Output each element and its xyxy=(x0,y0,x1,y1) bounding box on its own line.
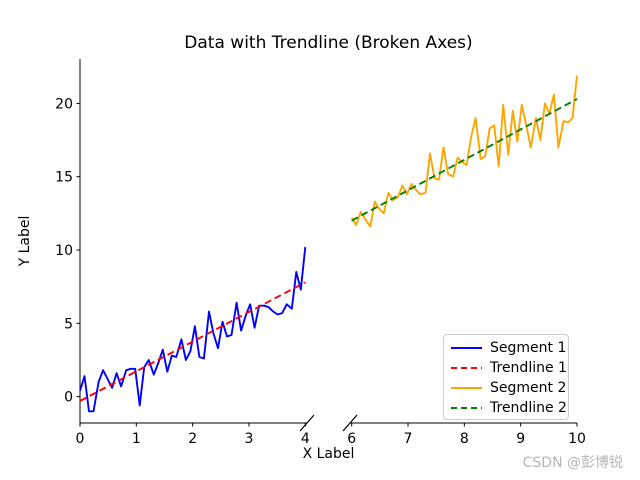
x-tick-label: 3 xyxy=(245,431,254,447)
chart-title: Data with Trendline (Broken Axes) xyxy=(184,33,473,53)
axis-break-mark-left xyxy=(299,414,315,432)
legend-item-segment2: Segment 2 xyxy=(444,378,568,398)
x-tick-label: 1 xyxy=(132,431,141,447)
legend-label: Trendline 2 xyxy=(490,400,567,416)
x-tick-label: 9 xyxy=(516,431,525,447)
segment2-line-icon xyxy=(451,387,482,389)
segment2-line xyxy=(350,75,578,228)
y-tick-label: 15 xyxy=(55,170,73,186)
y-tick-label: 0 xyxy=(64,390,73,406)
y-tick-label: 20 xyxy=(55,96,73,112)
legend-item-segment1: Segment 1 xyxy=(444,338,568,358)
watermark: CSDN @彭博锐 xyxy=(522,455,623,471)
segment1-line xyxy=(79,246,307,413)
legend-item-trendline1: Trendline 1 xyxy=(444,358,568,378)
trendline1-line xyxy=(79,281,306,402)
x-tick-label: 0 xyxy=(76,431,85,447)
legend-item-trendline2: Trendline 2 xyxy=(444,398,568,418)
x-tick-label: 7 xyxy=(404,431,413,447)
x-tick-label: 8 xyxy=(460,431,469,447)
trendline1-line-icon xyxy=(451,367,482,369)
trendline2-line xyxy=(351,98,578,222)
legend-label: Trendline 1 xyxy=(490,360,567,376)
x-tick-label: 4 xyxy=(301,431,310,447)
axis-break-mark-right xyxy=(342,414,358,432)
y-tick-label: 5 xyxy=(64,316,73,332)
legend-box: Segment 1 Trendline 1 Segment 2 Trendlin… xyxy=(443,334,569,420)
legend-label: Segment 2 xyxy=(490,380,567,396)
x-tick-label: 6 xyxy=(347,431,356,447)
legend-label: Segment 1 xyxy=(490,340,567,356)
x-tick-label: 10 xyxy=(568,431,586,447)
trendline2-line-icon xyxy=(451,407,482,409)
x-axis-label: X Label xyxy=(302,446,355,462)
y-tick-label: 10 xyxy=(55,243,73,259)
x-tick-label: 2 xyxy=(188,431,197,447)
segment1-line-icon xyxy=(451,347,482,349)
